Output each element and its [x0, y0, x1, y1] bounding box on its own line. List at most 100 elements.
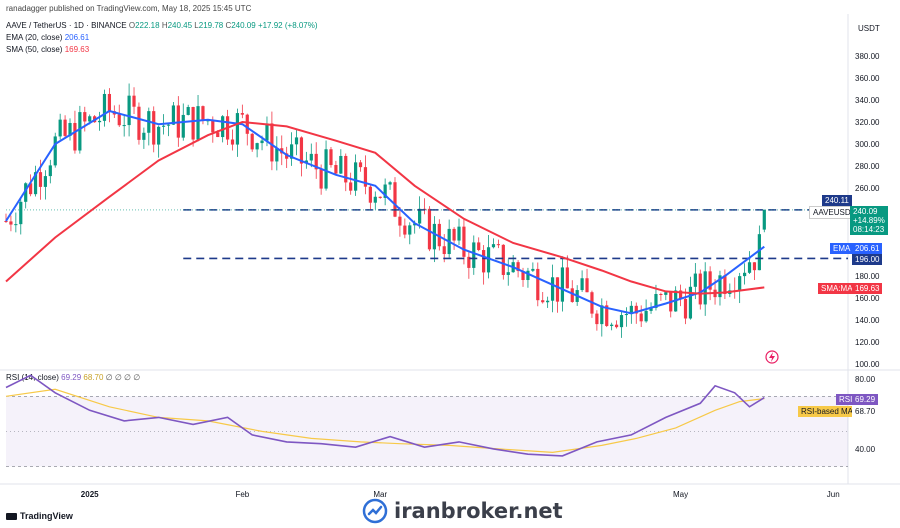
candle-body — [38, 172, 43, 187]
rsi-name-tag: RSI — [836, 394, 856, 405]
candle-body — [191, 107, 195, 140]
time-tick-label: May — [673, 490, 688, 499]
time-tick-label: Jun — [827, 490, 840, 499]
countdown-value: 08:14:23 — [853, 225, 885, 234]
candle-body — [565, 267, 569, 289]
candle-body — [319, 169, 323, 189]
tv-logo-icon — [6, 512, 17, 520]
currency-label[interactable]: USDT — [858, 24, 880, 33]
candle-body — [9, 221, 13, 225]
candle-body — [161, 125, 166, 127]
candle-body — [230, 139, 235, 145]
last-price-value: 240.09 — [853, 207, 878, 216]
close-value: 240.09 — [231, 21, 256, 30]
last-candle-body — [762, 209, 766, 230]
candle-body — [373, 196, 377, 203]
time-tick-label: 2025 — [81, 490, 99, 499]
candle-body — [649, 307, 653, 311]
candle-body — [683, 298, 688, 319]
candle-body — [19, 201, 23, 225]
candle-body — [452, 228, 456, 241]
candle-body — [294, 137, 299, 145]
candle-body — [555, 277, 560, 302]
candle-body — [634, 305, 638, 314]
ema-legend[interactable]: EMA (20, close) 206.61 — [6, 33, 89, 42]
candle-body — [299, 137, 304, 164]
candle-body — [358, 162, 363, 168]
candle-body — [757, 234, 761, 271]
low-label: L — [194, 21, 199, 30]
change-value: +17.92 (+8.07%) — [257, 21, 318, 30]
flash-icon — [765, 350, 779, 364]
candle-body — [97, 120, 102, 123]
last-price-tag: 240.09 +14.89% 08:14:23 — [850, 206, 888, 235]
candle-body — [708, 271, 712, 290]
candle-body — [462, 226, 466, 257]
candle-body — [521, 271, 525, 281]
candle-body — [24, 183, 28, 202]
candle-body — [629, 305, 633, 315]
candle-body — [472, 242, 476, 268]
candle-body — [240, 113, 244, 115]
tradingview-logo[interactable]: TradingView — [6, 511, 73, 521]
candle-body — [206, 120, 210, 122]
candle-body — [329, 149, 333, 166]
candle-body — [550, 277, 555, 301]
candle-body — [738, 276, 742, 291]
candle-body — [83, 112, 87, 122]
candle-body — [506, 272, 510, 275]
candle-body — [235, 113, 240, 145]
rsi-value-tag: 69.29 — [852, 394, 879, 405]
sma-legend[interactable]: SMA (50, close) 169.63 — [6, 45, 89, 54]
rsi-legend-extra: ∅ ∅ ∅ ∅ — [105, 373, 141, 382]
flash-icon-bolt — [769, 352, 775, 362]
candle-body — [48, 165, 52, 177]
last-change-value: +14.89% — [853, 216, 885, 225]
rsi-tick-label: 80.00 — [855, 375, 876, 384]
candle-body — [157, 126, 161, 145]
time-tick-label: Mar — [373, 490, 387, 499]
price-tick-label: 380.00 — [855, 52, 880, 61]
candle-body — [624, 314, 629, 316]
candle-body — [221, 116, 225, 138]
candle-body — [88, 116, 92, 122]
open-value: 222.18 — [135, 21, 160, 30]
candle-body — [107, 93, 112, 112]
candle-body — [600, 305, 604, 325]
candle-body — [659, 294, 663, 296]
candle-body — [437, 223, 441, 247]
candle-body — [408, 225, 412, 235]
candle-body — [688, 286, 693, 319]
candle-body — [245, 114, 249, 134]
candle-body — [482, 250, 486, 273]
candle-body — [477, 242, 481, 251]
candle-body — [354, 162, 358, 191]
candle-body — [467, 256, 471, 268]
ema-value-tag: 206.61 — [852, 243, 883, 254]
candle-body — [585, 278, 589, 293]
candle-body — [127, 95, 131, 126]
candle-body — [393, 182, 397, 217]
sma-value-tag: 169.63 — [852, 283, 883, 294]
candle-body — [33, 172, 38, 195]
candle-body — [142, 132, 146, 140]
candle-body — [250, 133, 254, 150]
candle-body — [541, 300, 545, 303]
iranbroker-logo-icon — [362, 498, 388, 524]
candle-body — [378, 196, 382, 198]
ema-line — [5, 109, 765, 315]
candle-body — [654, 294, 658, 308]
candle-body — [398, 216, 402, 226]
price-tick-label: 340.00 — [855, 96, 880, 105]
candle-body — [536, 268, 540, 301]
candle-body — [166, 124, 171, 126]
watermark: iranbroker.net — [362, 498, 563, 524]
candle-body — [68, 122, 72, 136]
candle-body — [703, 271, 707, 305]
open-label: O — [128, 21, 136, 30]
symbol-title[interactable]: AAVE / TetherUS · 1D · BINANCE — [6, 21, 127, 30]
resistance-tag: 240.11 — [822, 195, 852, 206]
candle-body — [196, 106, 200, 140]
candle-body — [723, 275, 727, 294]
